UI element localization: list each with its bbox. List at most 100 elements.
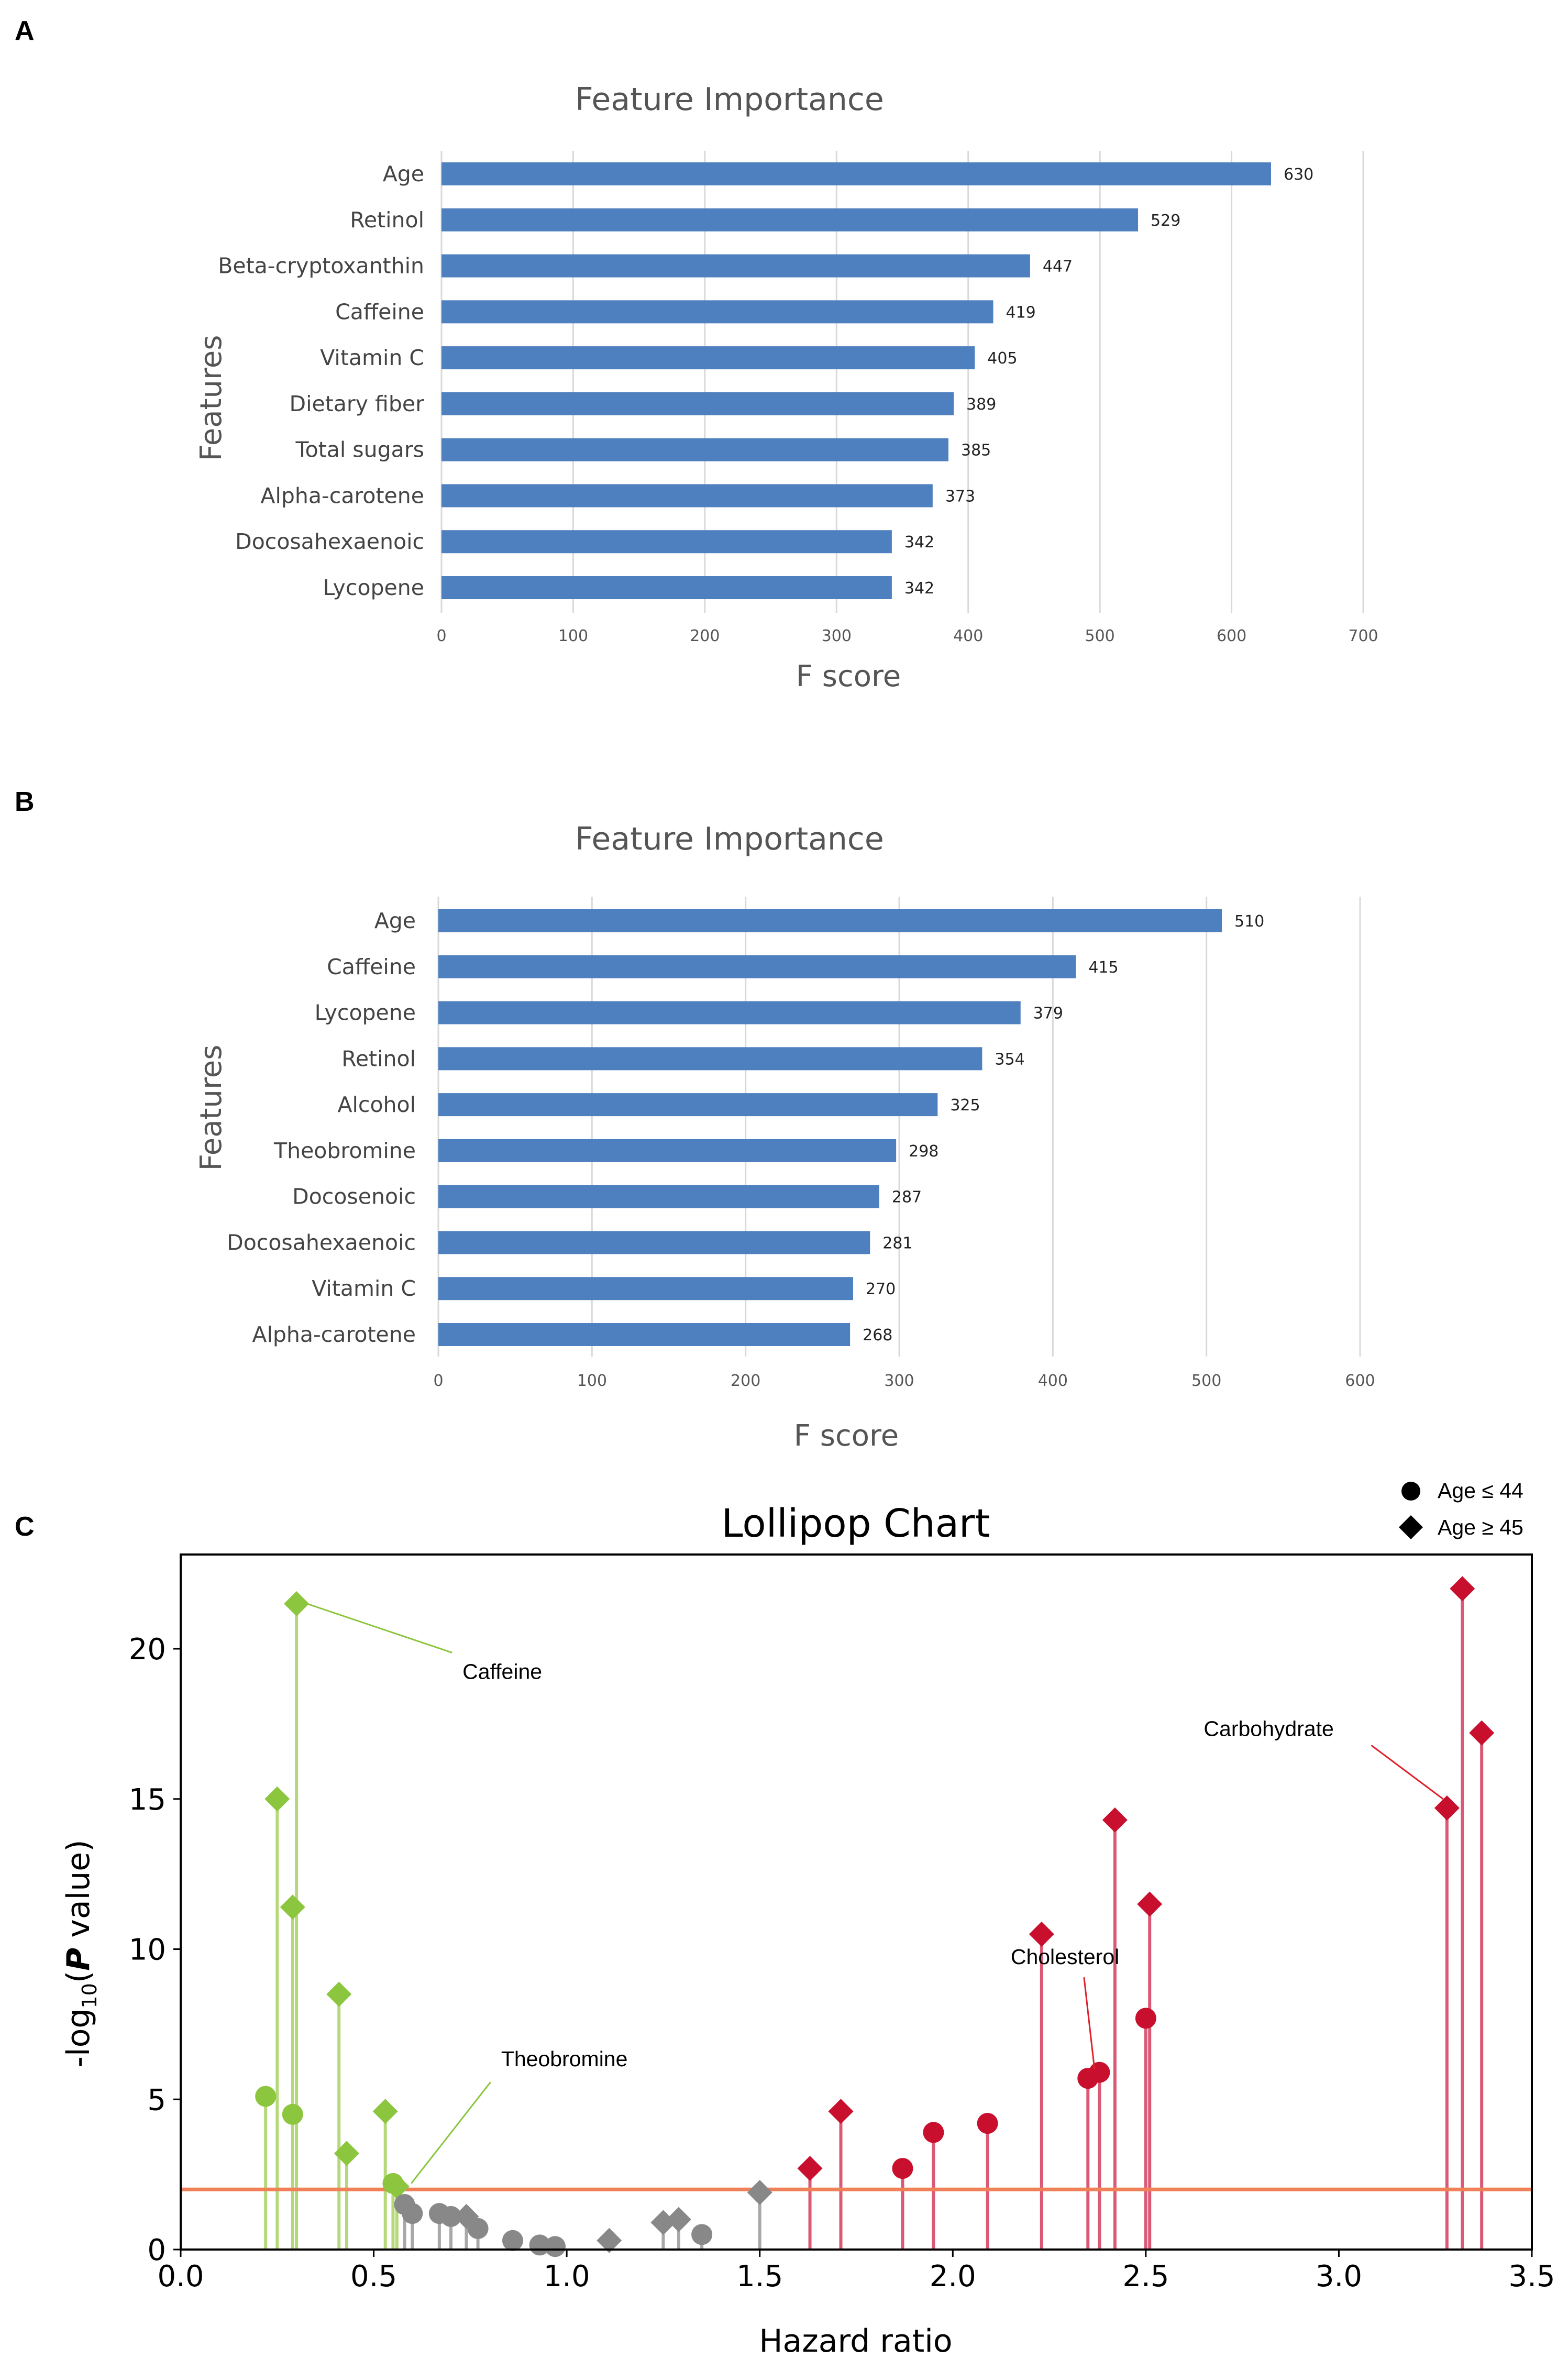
panel-c-ylabel: -log10(P value) xyxy=(60,1839,101,2067)
category-label: Docosenoic xyxy=(292,1184,416,1209)
y-tick-label: 15 xyxy=(129,1783,166,1817)
lollipop-point-circle xyxy=(691,2224,713,2245)
lollipop-point-circle xyxy=(977,2113,998,2134)
category-label: Docosahexaenoic xyxy=(227,1230,416,1255)
lollipop-point-circle xyxy=(1089,2062,1110,2083)
value-label: 373 xyxy=(945,487,975,505)
bar xyxy=(438,1277,853,1300)
x-tick-label: 200 xyxy=(731,1372,760,1390)
panel-c-title: Lollipop Chart xyxy=(722,1501,990,1546)
panel-a: A Feature Importance F score Features 0 1… xyxy=(15,16,1378,693)
x-tick-label: 600 xyxy=(1217,627,1246,645)
panel-a-bars: Age 630 Retinol 529 Beta-cryptoxanthin 447 Caf… xyxy=(218,161,1313,600)
lollipop-point-diamond xyxy=(666,2207,691,2232)
value-label: 415 xyxy=(1088,958,1118,977)
value-label: 270 xyxy=(866,1280,896,1298)
category-label: Alpha-carotene xyxy=(260,483,424,508)
category-label: Beta-cryptoxanthin xyxy=(218,253,424,279)
value-label: 342 xyxy=(904,533,934,552)
category-label: Lycopene xyxy=(315,1000,416,1026)
category-label: Alcohol xyxy=(337,1092,416,1117)
value-label: 281 xyxy=(882,1234,912,1252)
lollipop-point-diamond xyxy=(264,1786,290,1812)
panel-c: C Lollipop Chart Hazard ratio -log10(P v… xyxy=(15,1479,1555,2359)
panel-a-label: A xyxy=(15,16,35,46)
lollipop-point-diamond xyxy=(384,2174,410,2199)
bar xyxy=(438,909,1222,932)
x-tick-label: 2.5 xyxy=(1122,2259,1169,2294)
panel-a-xlabel: F score xyxy=(796,659,901,693)
value-label: 419 xyxy=(1006,303,1035,322)
x-tick-label: 100 xyxy=(558,627,588,645)
panel-a-grid: 0 100 200 300 400 500 600 700 xyxy=(436,151,1378,645)
value-label: 630 xyxy=(1284,166,1313,184)
value-label: 405 xyxy=(987,349,1017,368)
x-tick-label: 0 xyxy=(433,1372,443,1390)
panel-c-plot: 0.0 0.5 1.0 1.5 2.0 2.5 3.0 3.5 0 5 10 15 20 Caffeine… xyxy=(129,1576,1555,2294)
x-tick-label: 500 xyxy=(1191,1372,1221,1390)
panel-b-bars: Age 510 Caffeine 415 Lycopene 379 Retinol 354 Al… xyxy=(227,908,1264,1347)
lollipop-point-diamond xyxy=(326,1981,352,2007)
x-tick-label: 100 xyxy=(577,1372,607,1390)
panel-c-legend: Age ≤ 44 Age ≥ 45 xyxy=(1399,1479,1523,1539)
panel-c-frame xyxy=(180,1553,1533,2251)
value-label: 342 xyxy=(904,579,934,598)
category-label: Total sugars xyxy=(295,437,425,462)
lollipop-point-diamond xyxy=(334,2141,359,2166)
lollipop-point-circle xyxy=(440,2206,461,2227)
annotation-label: Caffeine xyxy=(462,1659,542,1683)
lollipop-point-circle xyxy=(282,2103,303,2125)
bar xyxy=(438,1093,938,1117)
x-tick-label: 1.0 xyxy=(544,2259,590,2294)
annotation-label: Cholesterol xyxy=(1011,1945,1119,1969)
lollipop-point-diamond xyxy=(828,2099,854,2124)
bar xyxy=(438,1001,1021,1024)
lollipop-point-circle xyxy=(923,2122,944,2143)
value-label: 529 xyxy=(1151,212,1180,230)
lollipop-point-circle xyxy=(255,2086,277,2107)
annotation-label: Carbohydrate xyxy=(1203,1716,1333,1740)
lollipop-point-diamond xyxy=(597,2228,622,2253)
value-label: 379 xyxy=(1033,1005,1063,1023)
annotation-leader-line xyxy=(1371,1745,1444,1800)
lollipop-point-diamond xyxy=(1450,1576,1475,1602)
category-label: Vitamin C xyxy=(320,345,424,370)
category-label: Vitamin C xyxy=(312,1276,416,1301)
annotation-leader-line xyxy=(306,1603,452,1653)
value-label: 268 xyxy=(863,1326,892,1344)
value-label: 385 xyxy=(961,442,991,460)
panel-a-title: Feature Importance xyxy=(575,81,884,118)
lollipop-point-diamond xyxy=(747,2180,772,2206)
x-tick-label: 300 xyxy=(822,627,852,645)
bar xyxy=(438,955,1076,978)
lollipop-point-diamond xyxy=(1029,1921,1054,1947)
x-tick-label: 0 xyxy=(436,627,446,645)
bar xyxy=(441,346,975,370)
bar xyxy=(438,1047,982,1071)
lollipop-point-diamond xyxy=(1137,1891,1163,1917)
legend-label-age-45: Age ≥ 45 xyxy=(1438,1515,1523,1539)
bar xyxy=(441,576,892,599)
x-tick-label: 400 xyxy=(1038,1372,1068,1390)
value-label: 287 xyxy=(892,1188,922,1207)
lollipop-point-diamond xyxy=(284,1591,310,1616)
annotation-label: Theobromine xyxy=(501,2047,628,2071)
x-tick-label: 200 xyxy=(690,627,720,645)
ylabel-paren: ( xyxy=(60,1971,97,1983)
panel-c-xlabel: Hazard ratio xyxy=(759,2323,952,2359)
lollipop-point-circle xyxy=(892,2158,913,2179)
lollipop-point-circle xyxy=(467,2218,489,2239)
x-tick-label: 2.0 xyxy=(930,2259,976,2294)
ylabel-rest: value) xyxy=(60,1839,97,1947)
value-label: 510 xyxy=(1234,912,1264,931)
lollipop-point-circle xyxy=(502,2230,523,2251)
category-label: Lycopene xyxy=(323,575,424,600)
value-label: 447 xyxy=(1043,258,1073,276)
value-label: 354 xyxy=(995,1050,1024,1068)
category-label: Retinol xyxy=(341,1046,416,1071)
x-tick-label: 600 xyxy=(1345,1372,1375,1390)
legend-circle-marker xyxy=(1401,1482,1420,1501)
x-tick-label: 400 xyxy=(953,627,983,645)
category-label: Caffeine xyxy=(335,299,424,324)
